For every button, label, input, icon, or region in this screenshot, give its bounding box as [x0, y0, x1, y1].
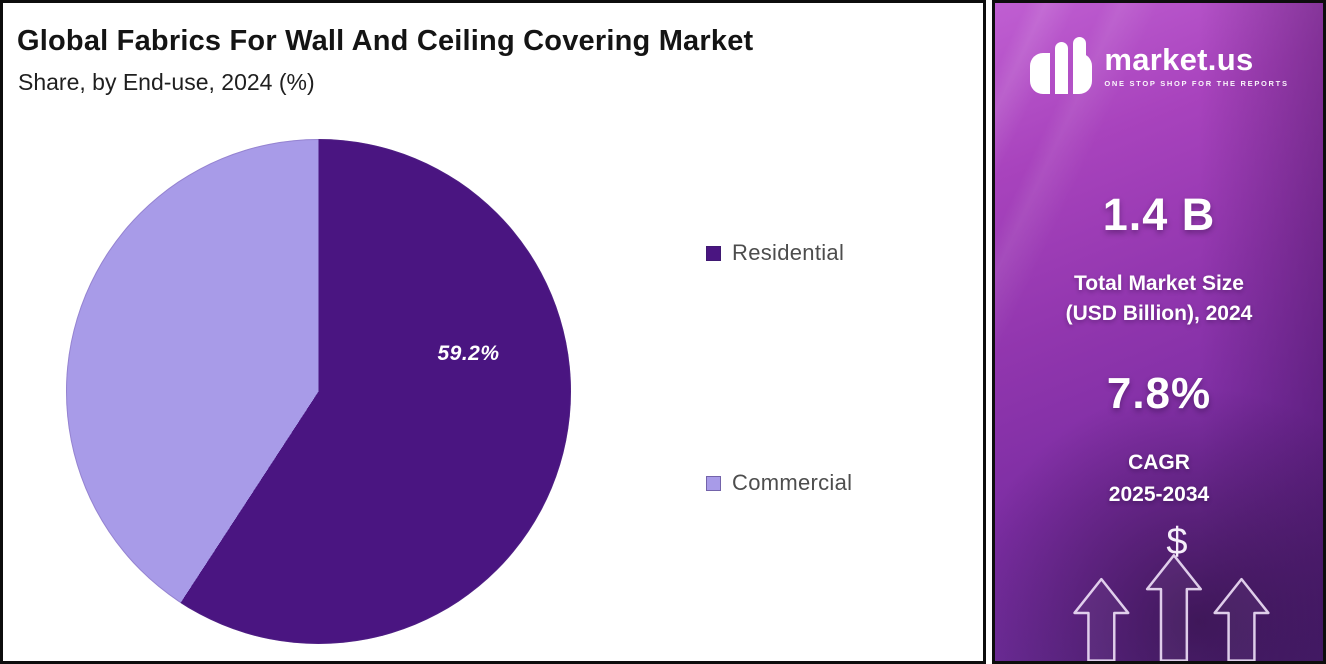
stat-market-size-value: 1.4 B: [1102, 189, 1216, 240]
stat-market-size-label-line2: (USD Billion), 2024: [1065, 302, 1253, 326]
stat-cagr-label: CAGR 2025-2034: [995, 447, 1323, 510]
stat-cagr-value: 7.8%: [1106, 369, 1212, 418]
brand-tagline: ONE STOP SHOP FOR THE REPORTS: [1104, 79, 1289, 88]
pie-chart-area: 59.2%: [66, 139, 571, 644]
stat-market-size-label: Total Market Size (USD Billion), 2024: [995, 269, 1323, 330]
stat-cagr-label-line2: 2025-2034: [1108, 482, 1210, 506]
chart-title: Global Fabrics For Wall And Ceiling Cove…: [17, 25, 754, 57]
legend-label-residential: Residential: [732, 240, 845, 265]
brand-name: market.us: [1104, 42, 1254, 77]
legend-swatch-residential: [706, 245, 721, 261]
marketus-logo-icon: [1029, 37, 1094, 95]
legend-swatch-commercial: [706, 475, 721, 491]
chart-subtitle: Share, by End-use, 2024 (%): [18, 69, 315, 95]
growth-arrows-icon: [1073, 554, 1270, 661]
legend-item-commercial: Commercial: [706, 470, 852, 496]
pie-chart: [66, 139, 571, 644]
marketus-logo: market.us ONE STOP SHOP FOR THE REPORTS: [995, 37, 1323, 95]
dollar-icon: $: [1166, 521, 1188, 563]
pie-slice-value-label: 59.2%: [437, 342, 500, 365]
chart-panel: Global Fabrics For Wall And Ceiling Cove…: [0, 0, 986, 664]
stat-cagr-label-line1: CAGR: [1128, 451, 1190, 474]
legend-label-commercial: Commercial: [732, 470, 853, 495]
stat-market-size-label-line1: Total Market Size: [1074, 272, 1244, 295]
brand-sidebar: market.us ONE STOP SHOP FOR THE REPORTS …: [992, 0, 1326, 664]
logo-text: market.us ONE STOP SHOP FOR THE REPORTS: [1104, 44, 1288, 88]
legend-item-residential: Residential: [706, 240, 844, 266]
